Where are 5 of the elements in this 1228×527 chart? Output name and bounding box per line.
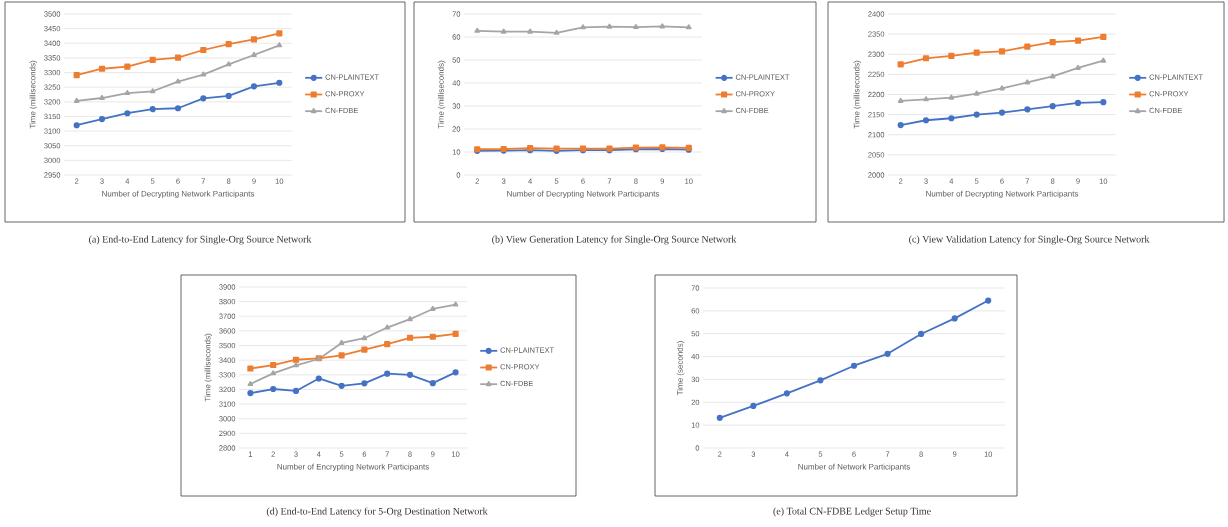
- text: (b) View Generation Latency for Single-Org Source Network: [492, 235, 737, 245]
- text: (e) Total CN-FDBE Ledger Setup Time: [773, 507, 931, 517]
- text: (a) End-to-End Latency for Single-Org Source Network: [89, 235, 312, 245]
- text: (d) End-to-End Latency for 5-Org Destination Network: [266, 507, 488, 517]
- text: (c) View Validation Latency for Single-Org Source Network: [909, 235, 1150, 245]
